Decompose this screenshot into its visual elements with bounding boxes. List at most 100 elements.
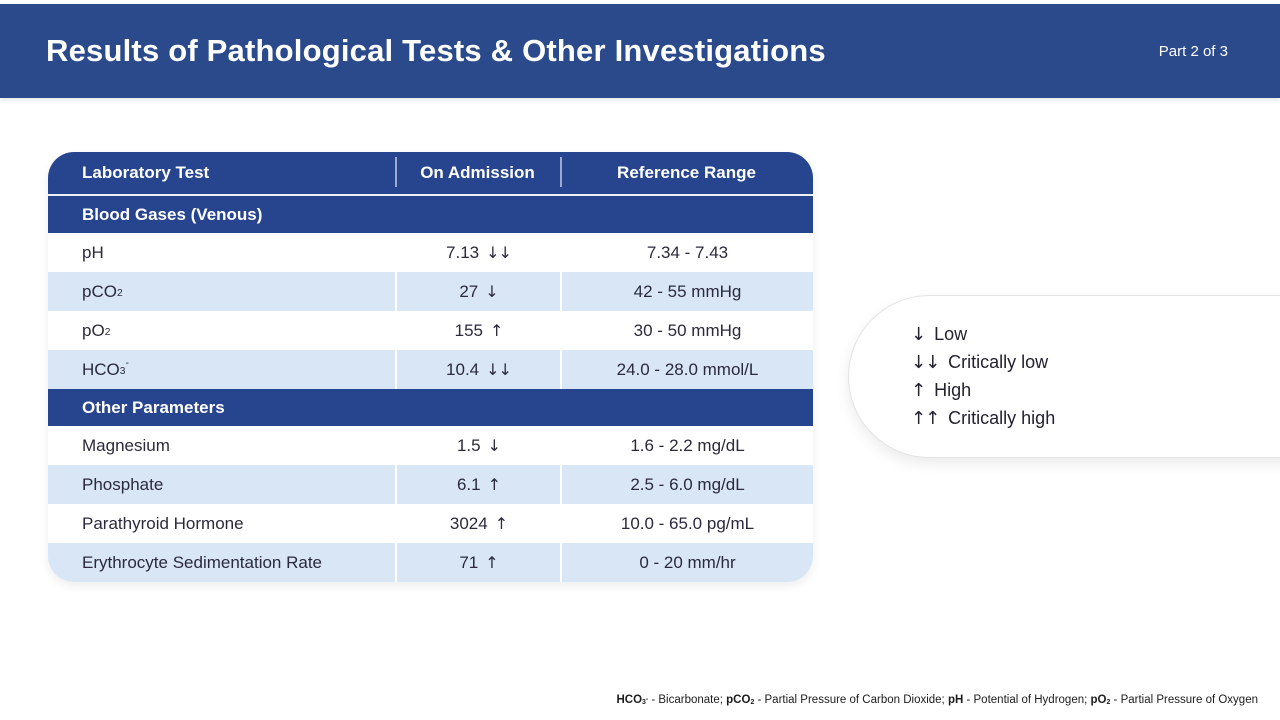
test-value: 3024 — [449, 513, 488, 533]
term-subscript: 2 — [1106, 698, 1111, 706]
flag-arrow-icon: ↑ — [494, 514, 508, 533]
page-title: Results of Pathological Tests & Other In… — [46, 33, 826, 68]
test-value: 71 — [459, 552, 479, 572]
test-name-cell: Erythrocyte Sedimentation Rate — [48, 543, 395, 582]
column-header-laboratory-test: Laboratory Test — [82, 163, 210, 182]
term-subscript: 3 — [119, 365, 126, 377]
flag-arrow-icon: ↑ — [489, 321, 503, 340]
test-value: 27 — [459, 281, 479, 301]
flag-arrow-icon: ↓ — [485, 282, 498, 301]
reference-range: 2.5 - 6.0 mg/dL — [630, 474, 745, 494]
term-base: pCO — [82, 281, 117, 301]
footnote-definition: - Partial Pressure of Oxygen — [1110, 694, 1258, 706]
term-subscript: 3 — [642, 698, 646, 706]
term-base: Magnesium — [82, 435, 170, 455]
lab-results-table: Laboratory Test On Admission Reference R… — [48, 152, 813, 582]
table-row: pH 7.13 ↓↓ 7.34 - 7.43 — [48, 233, 813, 272]
legend-label: Low — [934, 324, 968, 344]
test-name-cell: pCO 2 — [48, 272, 395, 311]
admission-value-cell: 7.13 ↓↓ — [395, 233, 560, 272]
footnote-definition: - Partial Pressure of Carbon Dioxide; — [754, 694, 948, 706]
footnote-term: pO2 — [1091, 694, 1111, 706]
reference-range-cell: 30 - 50 mmHg — [560, 311, 813, 350]
admission-value-cell: 3024 ↑ — [395, 504, 560, 543]
test-value: 6.1 — [456, 474, 481, 494]
table-row: HCO 3- 10.4 ↓↓ 24.0 - 28.0 mmol/L — [48, 350, 813, 389]
test-name-cell: Magnesium — [48, 426, 395, 465]
flag-legend: ↓ Low ↓↓ Critically low ↑ High ↑↑ Critic… — [848, 295, 1280, 458]
reference-range-cell: 24.0 - 28.0 mmol/L — [560, 350, 813, 389]
table-body: Blood Gases (Venous) pH 7.13 ↓↓ 7.34 - 7.43 p… — [48, 196, 813, 582]
test-value: 1.5 — [456, 435, 481, 455]
flag-arrow-icon: ↓↓ — [486, 243, 512, 262]
test-name-cell: pO 2 — [48, 311, 395, 350]
admission-value-cell: 10.4 ↓↓ — [395, 350, 560, 389]
term-base: pCO — [726, 694, 751, 706]
down-arrow-icon: ↓ — [911, 324, 926, 345]
abbreviation-footnote: HCO3- - Bicarbonate; pCO2 - Partial Pres… — [616, 694, 1258, 706]
test-value: 7.13 — [446, 242, 480, 262]
table-header-row: Laboratory Test On Admission Reference R… — [48, 152, 813, 196]
footnote-term: HCO3- — [616, 694, 648, 706]
term-subscript: 2 — [116, 287, 123, 299]
flag-arrow-icon: ↑ — [485, 553, 498, 572]
table-row: pCO 2 27 ↓ 42 - 55 mmHg — [48, 272, 813, 311]
term-subscript: 2 — [104, 326, 111, 338]
term-base: HCO — [82, 359, 120, 379]
legend-item-critically-high: ↑↑ Critically high — [911, 408, 1280, 429]
section-title: Blood Gases (Venous) — [82, 204, 263, 224]
section-header-row: Blood Gases (Venous) — [48, 196, 813, 233]
reference-range: 24.0 - 28.0 mmol/L — [616, 359, 759, 379]
reference-range: 7.34 - 7.43 — [646, 242, 729, 262]
footnote-definition: - Potential of Hydrogen; — [963, 694, 1091, 706]
legend-label: Critically low — [948, 352, 1049, 372]
term-base: HCO — [616, 694, 643, 706]
reference-range: 30 - 50 mmHg — [633, 320, 742, 340]
reference-range-cell: 7.34 - 7.43 — [560, 233, 813, 272]
term-superscript: - — [645, 695, 649, 703]
admission-value-cell: 71 ↑ — [395, 543, 560, 582]
flag-arrow-icon: ↑ — [487, 475, 501, 494]
reference-range-cell: 10.0 - 65.0 pg/mL — [560, 504, 813, 543]
term-base: pH — [947, 694, 964, 706]
term-base: pO — [1090, 694, 1107, 706]
table-row: Phosphate 6.1 ↑ 2.5 - 6.0 mg/dL — [48, 465, 813, 504]
admission-value-cell: 155 ↑ — [395, 311, 560, 350]
footnote-term: pH — [948, 694, 963, 706]
legend-item-low: ↓ Low — [911, 324, 1280, 345]
legend-label: High — [934, 380, 972, 400]
reference-range: 42 - 55 mmHg — [633, 281, 742, 301]
reference-range-cell: 0 - 20 mm/hr — [560, 543, 813, 582]
admission-value-cell: 6.1 ↑ — [395, 465, 560, 504]
term-base: Phosphate — [82, 474, 164, 494]
test-value: 10.4 — [446, 359, 480, 379]
flag-arrow-icon: ↓ — [487, 436, 501, 455]
test-name-cell: Parathyroid Hormone — [48, 504, 395, 543]
test-name-cell: pH — [48, 233, 395, 272]
admission-value-cell: 27 ↓ — [395, 272, 560, 311]
reference-range: 1.6 - 2.2 mg/dL — [630, 435, 745, 455]
test-name-cell: HCO 3- — [48, 350, 395, 389]
admission-value-cell: 1.5 ↓ — [395, 426, 560, 465]
footnote-term: pCO2 — [726, 694, 754, 706]
up-arrow-icon: ↑ — [911, 380, 926, 401]
term-base: pO — [82, 320, 105, 340]
part-indicator: Part 2 of 3 — [1158, 42, 1228, 60]
term-base: Parathyroid Hormone — [82, 513, 244, 533]
double-down-arrow-icon: ↓↓ — [911, 352, 940, 373]
legend-item-critically-low: ↓↓ Critically low — [911, 352, 1280, 373]
term-base: Erythrocyte Sedimentation Rate — [82, 552, 323, 572]
test-name-cell: Phosphate — [48, 465, 395, 504]
legend-item-high: ↑ High — [911, 380, 1280, 401]
term-base: pH — [82, 242, 104, 262]
column-header-on-admission: On Admission — [395, 152, 560, 194]
term-subscript: 2 — [750, 698, 755, 706]
reference-range-cell: 1.6 - 2.2 mg/dL — [560, 426, 813, 465]
reference-range: 10.0 - 65.0 pg/mL — [620, 513, 755, 533]
reference-range-cell: 2.5 - 6.0 mg/dL — [560, 465, 813, 504]
legend-label: Critically high — [948, 408, 1056, 428]
table-row: pO 2 155 ↑ 30 - 50 mmHg — [48, 311, 813, 350]
reference-range: 0 - 20 mm/hr — [639, 552, 736, 572]
double-up-arrow-icon: ↑↑ — [911, 408, 940, 429]
